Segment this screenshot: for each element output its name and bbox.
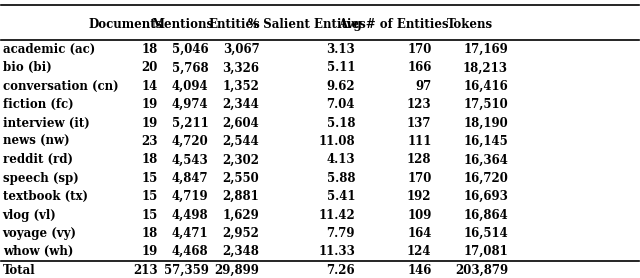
Text: 16,514: 16,514 xyxy=(463,227,508,240)
Text: 16,693: 16,693 xyxy=(463,190,508,203)
Text: 146: 146 xyxy=(407,264,431,277)
Text: 4,720: 4,720 xyxy=(172,135,209,148)
Text: 9.62: 9.62 xyxy=(326,80,355,93)
Text: 192: 192 xyxy=(407,190,431,203)
Text: 137: 137 xyxy=(407,116,431,130)
Text: Tokens: Tokens xyxy=(447,18,493,31)
Text: 16,145: 16,145 xyxy=(463,135,508,148)
Text: 5.18: 5.18 xyxy=(326,116,355,130)
Text: 19: 19 xyxy=(141,245,157,258)
Text: 16,720: 16,720 xyxy=(463,172,508,185)
Text: 11.33: 11.33 xyxy=(318,245,355,258)
Text: academic (ac): academic (ac) xyxy=(3,43,95,56)
Text: 17,081: 17,081 xyxy=(463,245,508,258)
Text: 4,498: 4,498 xyxy=(172,208,209,222)
Text: 3,067: 3,067 xyxy=(223,43,259,56)
Text: 17,510: 17,510 xyxy=(463,98,508,111)
Text: 3,326: 3,326 xyxy=(223,61,259,75)
Text: 11.08: 11.08 xyxy=(319,135,355,148)
Text: 4,719: 4,719 xyxy=(172,190,209,203)
Text: Mentions: Mentions xyxy=(152,18,214,31)
Text: reddit (rd): reddit (rd) xyxy=(3,153,73,166)
Text: 7.79: 7.79 xyxy=(326,227,355,240)
Text: 19: 19 xyxy=(141,98,157,111)
Text: Entities: Entities xyxy=(208,18,260,31)
Text: 2,348: 2,348 xyxy=(223,245,259,258)
Text: 18: 18 xyxy=(141,227,157,240)
Text: vlog (vl): vlog (vl) xyxy=(3,208,56,222)
Text: 18: 18 xyxy=(141,153,157,166)
Text: 2,881: 2,881 xyxy=(223,190,259,203)
Text: 23: 23 xyxy=(141,135,157,148)
Text: 4,471: 4,471 xyxy=(172,227,209,240)
Text: 166: 166 xyxy=(407,61,431,75)
Text: 2,344: 2,344 xyxy=(223,98,259,111)
Text: 2,604: 2,604 xyxy=(223,116,259,130)
Text: 4,974: 4,974 xyxy=(172,98,209,111)
Text: 170: 170 xyxy=(407,43,431,56)
Text: 4,847: 4,847 xyxy=(172,172,209,185)
Text: 203,879: 203,879 xyxy=(455,264,508,277)
Text: 29,899: 29,899 xyxy=(214,264,259,277)
Text: Documents: Documents xyxy=(88,18,163,31)
Text: whow (wh): whow (wh) xyxy=(3,245,73,258)
Text: 14: 14 xyxy=(141,80,157,93)
Text: 16,864: 16,864 xyxy=(463,208,508,222)
Text: 123: 123 xyxy=(407,98,431,111)
Text: 2,544: 2,544 xyxy=(223,135,259,148)
Text: 1,352: 1,352 xyxy=(223,80,259,93)
Text: 7.26: 7.26 xyxy=(326,264,355,277)
Text: 15: 15 xyxy=(141,208,157,222)
Text: interview (it): interview (it) xyxy=(3,116,90,130)
Text: 109: 109 xyxy=(407,208,431,222)
Text: fiction (fc): fiction (fc) xyxy=(3,98,74,111)
Text: 1,629: 1,629 xyxy=(223,208,259,222)
Text: 18,190: 18,190 xyxy=(463,116,508,130)
Text: 20: 20 xyxy=(141,61,157,75)
Text: 111: 111 xyxy=(407,135,431,148)
Text: 11.42: 11.42 xyxy=(318,208,355,222)
Text: Total: Total xyxy=(3,264,35,277)
Text: 19: 19 xyxy=(141,116,157,130)
Text: 16,416: 16,416 xyxy=(463,80,508,93)
Text: bio (bi): bio (bi) xyxy=(3,61,51,75)
Text: 15: 15 xyxy=(141,172,157,185)
Text: 213: 213 xyxy=(133,264,157,277)
Text: 97: 97 xyxy=(415,80,431,93)
Text: 15: 15 xyxy=(141,190,157,203)
Text: 5,211: 5,211 xyxy=(172,116,209,130)
Text: 128: 128 xyxy=(407,153,431,166)
Text: 18,213: 18,213 xyxy=(463,61,508,75)
Text: 5.88: 5.88 xyxy=(326,172,355,185)
Text: 124: 124 xyxy=(407,245,431,258)
Text: conversation (cn): conversation (cn) xyxy=(3,80,118,93)
Text: 2,302: 2,302 xyxy=(223,153,259,166)
Text: 5,046: 5,046 xyxy=(172,43,209,56)
Text: textbook (tx): textbook (tx) xyxy=(3,190,88,203)
Text: 4,543: 4,543 xyxy=(172,153,209,166)
Text: 170: 170 xyxy=(407,172,431,185)
Text: 16,364: 16,364 xyxy=(463,153,508,166)
Text: 57,359: 57,359 xyxy=(164,264,209,277)
Text: 4.13: 4.13 xyxy=(326,153,355,166)
Text: 2,550: 2,550 xyxy=(223,172,259,185)
Text: 5.11: 5.11 xyxy=(326,61,355,75)
Text: % Salient Entities: % Salient Entities xyxy=(248,18,366,31)
Text: 17,169: 17,169 xyxy=(463,43,508,56)
Text: 4,468: 4,468 xyxy=(172,245,209,258)
Text: voyage (vy): voyage (vy) xyxy=(3,227,77,240)
Text: news (nw): news (nw) xyxy=(3,135,69,148)
Text: 18: 18 xyxy=(141,43,157,56)
Text: 7.04: 7.04 xyxy=(326,98,355,111)
Text: 5,768: 5,768 xyxy=(172,61,209,75)
Text: 3.13: 3.13 xyxy=(326,43,355,56)
Text: speech (sp): speech (sp) xyxy=(3,172,79,185)
Text: 164: 164 xyxy=(407,227,431,240)
Text: Avg # of Entities: Avg # of Entities xyxy=(338,18,449,31)
Text: 4,094: 4,094 xyxy=(172,80,209,93)
Text: 2,952: 2,952 xyxy=(223,227,259,240)
Text: 5.41: 5.41 xyxy=(326,190,355,203)
